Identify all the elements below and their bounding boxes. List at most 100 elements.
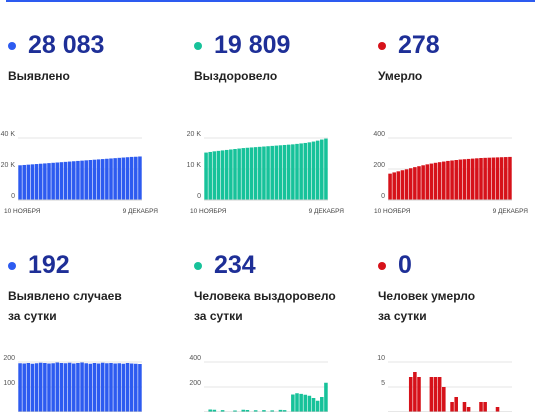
y-tick-label: 400: [373, 131, 385, 138]
bar: [245, 147, 250, 200]
bar: [34, 164, 39, 200]
bar: [63, 161, 68, 200]
bar: [18, 165, 22, 200]
bar: [274, 145, 279, 200]
bar: [470, 158, 475, 200]
bar: [80, 160, 84, 200]
bar: [84, 363, 88, 412]
bar: [43, 363, 47, 412]
bar: [96, 363, 101, 412]
y-tick-label: 100: [3, 380, 15, 387]
bar: [220, 410, 225, 412]
bar: [303, 394, 308, 412]
bar: [475, 158, 479, 200]
bar: [458, 159, 463, 200]
bar: [495, 157, 500, 200]
stat-label: Человека выздоровело за сутки: [194, 286, 336, 326]
x-end-label: 9 ДЕКАБРЯ: [309, 208, 345, 215]
bar: [22, 164, 26, 200]
bar: [43, 163, 47, 200]
bar: [388, 173, 392, 200]
bar: [270, 145, 274, 200]
bar: [262, 146, 266, 200]
stat-label: Умерло: [378, 66, 422, 86]
chart-died-total: 0 200 400 10 НОЯБРЯ 9 ДЕКАБРЯ: [373, 131, 528, 215]
legend-dot-icon: [378, 262, 386, 270]
bar: [26, 164, 31, 200]
bar: [30, 363, 35, 412]
bar: [55, 162, 60, 200]
bar: [249, 147, 254, 200]
bar: [109, 158, 113, 200]
bar: [92, 363, 97, 412]
bar: [450, 160, 454, 200]
bar: [129, 363, 134, 412]
stat-label: Выявлено: [8, 66, 70, 86]
bar: [212, 409, 217, 412]
y-tick-label: 20 K: [187, 131, 202, 138]
bar: [295, 143, 299, 200]
bar: [307, 142, 312, 200]
bar: [299, 143, 303, 200]
chart-died-daily: 5 10: [377, 355, 512, 412]
bar: [220, 150, 225, 200]
bar: [278, 145, 283, 200]
bar: [245, 410, 250, 412]
bar: [433, 377, 438, 412]
chart-recovered-total: 0 10 K 20 K 10 НОЯБРЯ 9 ДЕКАБРЯ: [187, 131, 345, 215]
bar: [400, 170, 405, 200]
bar: [80, 362, 84, 412]
x-start-label: 10 НОЯБРЯ: [190, 208, 227, 215]
bar: [224, 149, 229, 200]
stat-label-line: за сутки: [8, 309, 57, 323]
bar: [72, 363, 76, 412]
bar: [408, 168, 413, 200]
stat-value: 19 809: [214, 31, 291, 59]
legend-dot-icon: [8, 262, 16, 270]
bar: [408, 377, 413, 412]
chart-detected-daily: 100 200: [3, 355, 142, 412]
stat-label-line: Умерло: [378, 69, 423, 83]
bar: [286, 144, 291, 200]
legend-dot-icon: [8, 42, 16, 50]
bar: [258, 146, 262, 200]
bar: [134, 363, 138, 412]
y-tick-label: 0: [381, 193, 385, 200]
bar: [392, 172, 396, 200]
bar: [34, 363, 39, 412]
bar: [113, 158, 117, 200]
bar: [315, 140, 320, 200]
y-tick-label: 400: [189, 355, 201, 362]
bar: [499, 157, 504, 200]
bar: [253, 410, 258, 412]
bar: [208, 151, 212, 200]
stat-value: 278: [398, 31, 440, 59]
y-tick-label: 200: [373, 162, 385, 169]
bar: [479, 402, 483, 412]
stat-value: 234: [214, 251, 256, 279]
bar: [491, 157, 496, 200]
bar: [429, 377, 434, 412]
bar: [278, 409, 283, 412]
bar: [109, 363, 113, 412]
bar: [421, 165, 425, 200]
bar: [508, 156, 512, 200]
bar: [446, 160, 450, 200]
bar: [76, 363, 80, 412]
bar: [466, 407, 471, 412]
y-tick-label: 5: [381, 380, 385, 387]
bar: [38, 362, 43, 412]
bar: [311, 398, 316, 412]
bar: [291, 144, 295, 200]
bar: [442, 387, 446, 412]
bar: [88, 160, 93, 200]
bar: [417, 377, 421, 412]
stat-value: 28 083: [28, 31, 105, 59]
bar: [105, 158, 109, 200]
bar: [307, 395, 312, 412]
stat-value: 0: [398, 251, 412, 279]
bar: [113, 363, 117, 412]
bar: [117, 157, 122, 200]
bar: [483, 402, 487, 412]
bar: [253, 147, 258, 200]
